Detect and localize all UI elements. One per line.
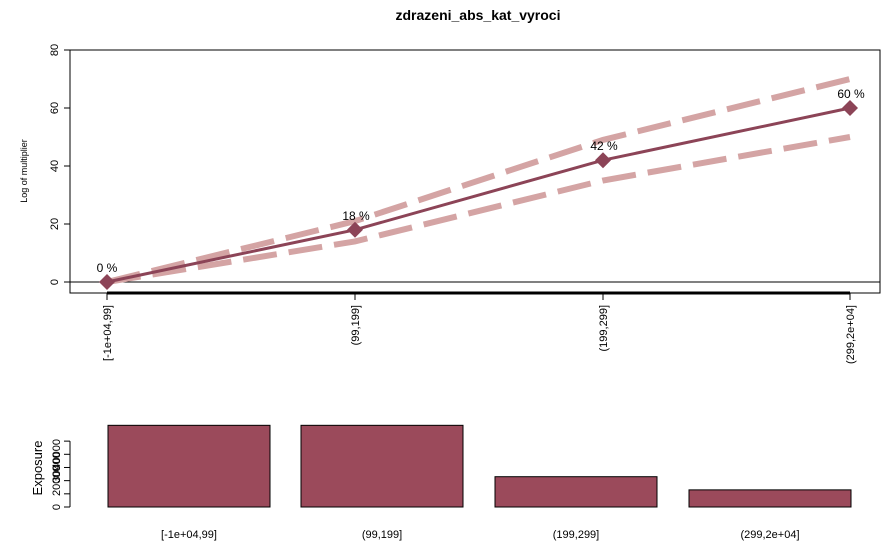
exposure-category-label-2: (199,299] [553,529,599,541]
estimate-label-1: 18 % [342,209,370,223]
x-tick-label-2: (199,299] [598,305,610,351]
x-tick-label-0: [-1e+04,99] [102,305,114,361]
series-group: 0 % 18 % 42 % 60 % [97,76,865,290]
x-tick-label-1: (99,199] [350,305,362,345]
exposure-category-label-0: [-1e+04,99] [161,529,217,541]
y-ticks: 0 20 40 60 80 [49,44,70,285]
estimate-point-2 [595,152,611,169]
exposure-axis-label: Exposure [30,441,45,496]
bars-group [107,424,852,508]
exposure-category-label-3: (299,2e+04] [740,529,799,541]
exposure-y-tick-label-2: 20000 [51,465,63,496]
y-tick-label-3: 60 [49,102,61,114]
estimate-point-0 [99,274,115,290]
exposure-category-label-1: (99,199] [362,529,402,541]
exposure-bar-3 [688,489,852,508]
y-tick-label-0: 0 [49,279,61,285]
exposure-y-tick-label-0: 0 [51,504,63,510]
exposure-bar-0 [107,424,271,508]
estimate-point-3 [842,100,858,116]
estimate-point-1 [347,221,363,238]
y-axis-label: Log of multiplier [19,139,29,203]
category-labels: [-1e+04,99] (99,199] (199,299] (299,2e+04] [161,529,800,541]
lower-bound-line [106,134,851,285]
y-tick-label-4: 80 [49,44,61,56]
plot-frame [69,49,881,294]
x-ticks: [-1e+04,99] (99,199] (199,299] (299,2e+04] [102,293,857,364]
multiplier-plot: 0 20 40 60 80 [-1e+04,99] (99,199] (199,299] (2… [19,44,881,364]
chart-title: zdrazeni_abs_kat_vyroci [396,7,561,23]
exposure-bar-1 [300,424,464,508]
estimate-label-0: 0 % [97,261,118,275]
upper-bound-line [106,76,851,285]
y-tick-label-2: 40 [49,160,61,172]
x-tick-label-3: (299,2e+04] [845,305,857,364]
estimate-line [106,106,851,284]
y-tick-label-1: 20 [49,218,61,230]
estimate-label-2: 42 % [590,139,618,153]
exposure-y-tick-label-4: 40000 [51,439,63,470]
estimate-label-3: 60 % [837,87,865,101]
exposure-y-tick-label-3: 30000 [51,452,63,483]
exposure-bar-2 [494,476,658,508]
